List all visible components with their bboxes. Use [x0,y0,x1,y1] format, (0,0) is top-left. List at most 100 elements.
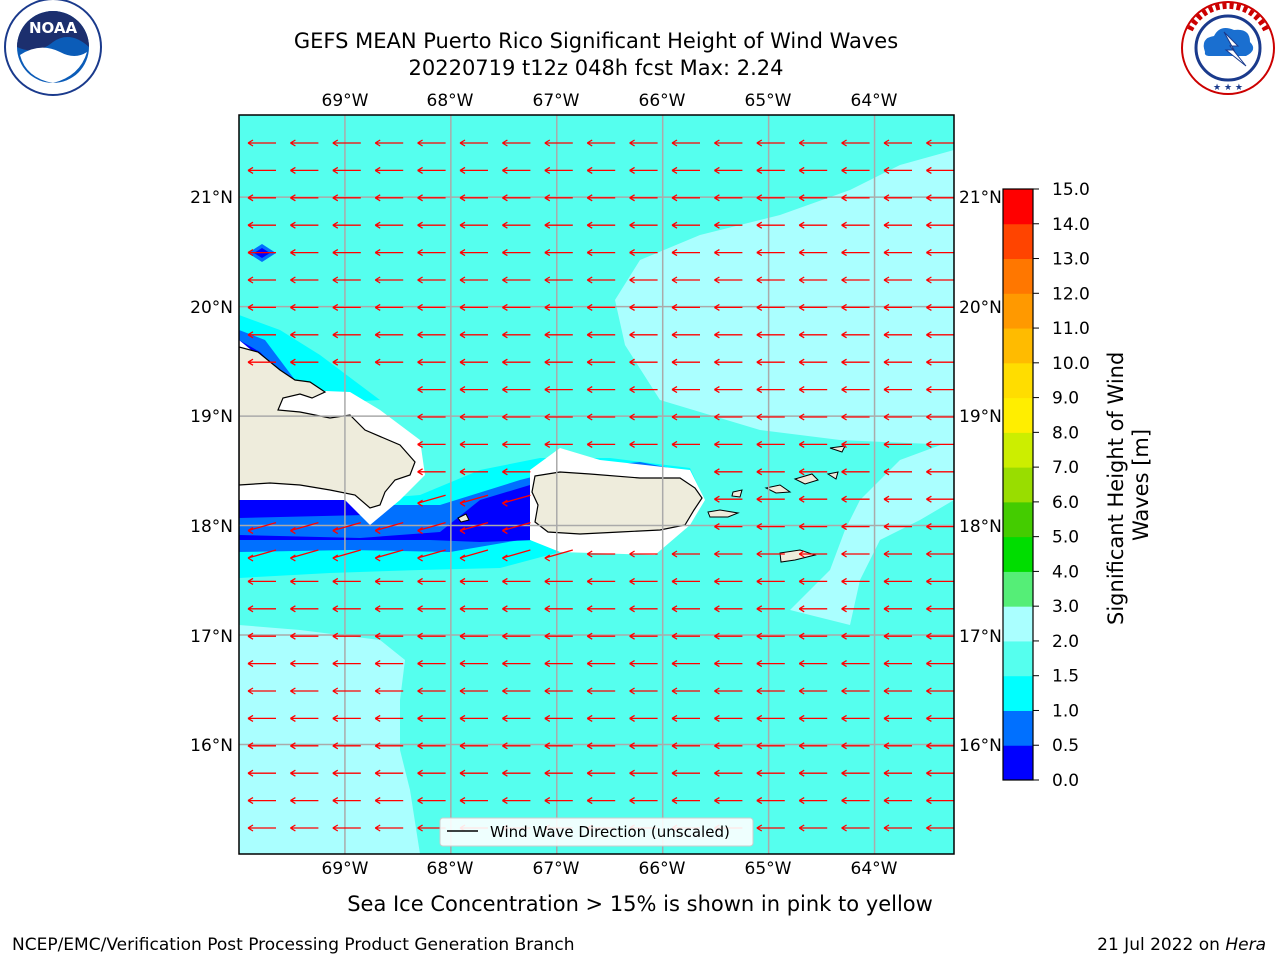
wind-wave-arrow [883,194,912,202]
wind-wave-arrow [883,358,912,366]
wind-wave-arrow [417,742,446,750]
wind-wave-arrow [247,194,276,202]
wind-wave-arrow [247,221,276,229]
wind-wave-arrow [502,632,531,640]
wind-wave-arrow [459,221,488,229]
lat-label-left: 20°N [190,298,233,318]
wind-wave-arrow [714,166,743,174]
wind-wave-arrow [247,521,277,535]
lat-labels-right: 21°N 20°N 19°N 18°N 17°N 16°N [959,188,1002,756]
wind-wave-arrow [544,769,573,777]
wind-wave-arrow [417,413,446,421]
wind-wave-arrow [544,303,573,311]
colorbar-tick-label: 3.0 [1052,597,1079,617]
wind-wave-arrow [756,331,785,339]
wind-wave-arrow [798,714,828,722]
wind-wave-arrow [883,413,912,421]
wind-wave-arrow [332,577,361,585]
wind-wave-arrow [798,550,828,558]
wind-wave-arrow [374,632,404,640]
colorbar-label: Significant Height of Wind Waves [m] [1104,345,1153,625]
wind-wave-arrow [629,440,658,448]
wind-wave-arrow [332,331,361,339]
wind-wave-arrow [883,495,912,503]
wind-wave-arrow [883,605,912,613]
colorbar-swatch [1003,362,1033,399]
wind-wave-arrow [459,468,488,476]
wind-wave-arrow [586,358,616,366]
wind-wave-arrow [290,632,319,640]
wind-wave-arrow [332,194,361,202]
wind-wave-arrow [247,605,276,613]
wind-wave-arrow [883,687,912,695]
wind-wave-arrow [841,742,870,750]
wind-wave-arrow [714,221,743,229]
colorbar-swatch [1003,467,1033,503]
wind-wave-arrow [798,413,828,421]
colorbar-swatch [1003,571,1033,607]
wind-wave-arrow [629,249,658,257]
wind-wave-arrow [374,605,404,613]
wind-wave-arrow [841,386,870,394]
colorbar-swatch [1003,501,1033,538]
wind-wave-arrow [417,221,446,229]
wind-wave-arrow [247,577,276,585]
wave-height-2-3-east [615,150,954,445]
wind-wave-arrow [841,249,870,257]
wind-wave-arrow [290,687,319,695]
wind-wave-arrow [374,331,404,339]
wind-wave-arrow [841,523,870,531]
lat-labels-left: 21°N 20°N 19°N 18°N 17°N 16°N [190,188,233,756]
wind-wave-arrow [502,769,531,777]
wind-wave-arrow [629,303,658,311]
wind-wave-arrow [714,577,743,585]
wind-wave-arrow [417,769,446,777]
wind-wave-arrow [671,714,700,722]
wind-wave-arrow [714,276,743,284]
wind-wave-arrow [841,824,870,832]
wind-wave-arrow [756,797,785,805]
wind-wave-arrow [926,742,954,750]
wind-wave-arrow [374,742,404,750]
wind-wave-arrow [798,523,828,531]
colorbar-tick-label: 1.0 [1052,701,1079,721]
wind-wave-arrow [883,221,912,229]
wind-wave-arrow [629,221,658,229]
wind-wave-arrow [374,714,404,722]
colorbar-label-line-2: Waves [m] [1129,429,1153,541]
wind-wave-arrow [502,413,531,421]
wind-wave-arrow [502,440,531,448]
wind-wave-arrow [926,523,954,531]
colorbar-tick-label: 6.0 [1052,493,1079,513]
wind-wave-arrow [926,824,954,832]
wind-wave-arrow [502,494,531,507]
wind-wave-arrow [926,249,954,257]
wind-wave-arrow [841,714,870,722]
wind-wave-arrow [883,440,912,448]
wind-wave-arrow [502,303,531,311]
wind-wave-arrow [629,714,658,722]
wind-wave-arrow [926,687,954,695]
wind-wave-arrow [714,331,743,339]
colorbar-tick-label: 11.0 [1052,319,1090,339]
wind-wave-arrow [332,687,361,695]
wind-wave-arrow [417,521,446,535]
lat-label-right: 18°N [959,517,1002,537]
wind-wave-arrow [247,824,276,832]
wind-wave-arrow [459,742,488,750]
wind-wave-arrow [459,166,488,174]
wind-wave-arrow [544,221,573,229]
wind-wave-arrow [290,714,319,722]
colorbar-tick-label: 9.0 [1052,389,1079,409]
wind-wave-arrow [756,660,785,668]
wind-wave-arrow [883,166,912,174]
wind-wave-arrow [544,797,573,805]
wind-wave-arrow [926,550,954,558]
wind-wave-arrow [586,166,616,174]
wind-wave-arrow [629,632,658,640]
wind-wave-arrow [417,249,446,257]
wind-wave-arrow [756,824,785,832]
wind-wave-arrow [756,303,785,311]
wind-wave-arrow [883,769,912,777]
wind-wave-arrow [926,276,954,284]
